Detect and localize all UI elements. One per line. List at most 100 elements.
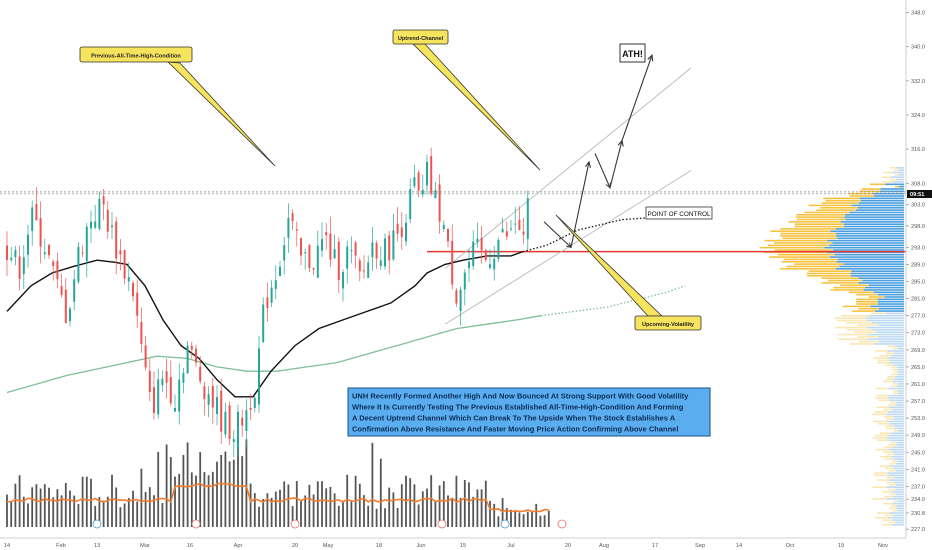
- profile-bar-up: [890, 455, 904, 458]
- volume-bar: [195, 475, 197, 527]
- volume-bar: [518, 512, 521, 527]
- profile-bar-down: [856, 300, 878, 303]
- candle-body: [27, 234, 29, 255]
- profile-bar-down: [886, 352, 895, 355]
- profile-bar-down: [794, 263, 844, 265]
- time-tick-label: 20: [292, 543, 298, 549]
- profile-bar-up: [887, 516, 904, 519]
- annotations-overlay: [543, 54, 654, 249]
- event-marker[interactable]: [92, 519, 102, 529]
- callout-uptrend[interactable]: Uptrend-Channel: [392, 29, 541, 171]
- volume-bar: [211, 471, 214, 527]
- callout-volatility[interactable]: Upcoming-Volatility: [555, 214, 702, 331]
- profile-bar-up: [887, 411, 904, 413]
- candle-body: [211, 385, 214, 408]
- time-tick-label: Jun: [416, 543, 425, 549]
- candle-body: [354, 242, 357, 256]
- price-tick-label: 253.0: [911, 416, 925, 422]
- volume-bar: [165, 444, 168, 527]
- profile-bar-up: [865, 286, 904, 289]
- candle-body: [518, 219, 521, 231]
- callout-prev-ath[interactable]: Previous-All-Time-High-Condition: [79, 46, 276, 167]
- candle-body: [358, 260, 361, 272]
- profile-bar-down: [893, 390, 899, 392]
- profile-bar-up: [874, 343, 904, 345]
- volume-bar: [90, 478, 92, 527]
- volume-bar: [312, 494, 315, 527]
- profile-bar-down: [883, 451, 893, 453]
- candle-body: [73, 279, 76, 302]
- candle-body: [367, 262, 370, 278]
- candle-body: [274, 280, 277, 289]
- profile-bar-down: [890, 167, 897, 169]
- volume-bar: [266, 493, 269, 527]
- volume-bar: [182, 454, 185, 527]
- event-marker[interactable]: [290, 519, 300, 529]
- event-marker[interactable]: [500, 519, 510, 529]
- profile-bar-down: [872, 413, 887, 416]
- profile-bar-up: [888, 406, 904, 409]
- profile-bar-down: [781, 260, 837, 263]
- arrow-head-mid: [605, 182, 611, 189]
- price-axis[interactable]: 227.0 230.8 234.0 237.0 241.0 245.0 249.0 253.0…: [905, 0, 932, 550]
- candle-body: [161, 378, 164, 386]
- volume-bar: [388, 487, 391, 527]
- profile-bar-up: [827, 239, 904, 242]
- time-tick-label: Jul: [507, 543, 514, 549]
- ath-box[interactable]: ATH!: [619, 43, 646, 63]
- candle-body: [279, 266, 281, 277]
- indicator-lines: [0, 67, 906, 398]
- profile-bar-down: [777, 253, 835, 256]
- volume-bar: [287, 484, 290, 527]
- profile-bar-down: [869, 183, 886, 186]
- time-tick-label: 17: [652, 543, 658, 549]
- candle-body: [22, 257, 25, 275]
- profile-bar-up: [891, 491, 904, 493]
- candle-body: [203, 386, 206, 400]
- event-marker[interactable]: [437, 519, 447, 529]
- volume-bar: [216, 461, 218, 527]
- volume-bar: [132, 490, 134, 527]
- volume-bar: [10, 501, 13, 527]
- candle-body: [14, 250, 17, 258]
- price-tick-label: 273.0: [911, 331, 925, 337]
- profile-bar-up: [896, 441, 904, 444]
- profile-bar-up: [886, 486, 904, 488]
- volume-bar: [241, 456, 244, 527]
- candle-body: [140, 321, 143, 345]
- profile-bar-up: [836, 228, 904, 230]
- volume-bar: [81, 476, 84, 527]
- time-axis[interactable]: 14 Feb 13 Mar 16 Apr 20 May 18 Jun 15 Jul 20 Aug 17 Sep…: [0, 519, 932, 550]
- event-marker[interactable]: [557, 519, 567, 529]
- current-price-label: 09:51: [910, 192, 924, 198]
- profile-bar-down: [827, 279, 863, 282]
- projection-arrow: [621, 55, 653, 141]
- profile-bar-up: [886, 498, 904, 500]
- time-tick-label: 15: [460, 543, 466, 549]
- profile-bar-down: [808, 204, 852, 207]
- profile-bar-down: [872, 437, 887, 439]
- candle-body: [430, 156, 433, 194]
- profile-bar-up: [889, 479, 904, 481]
- candle-body: [396, 223, 399, 234]
- candle-body: [363, 270, 365, 272]
- profile-bar-down: [875, 448, 889, 451]
- profile-bar-up: [894, 427, 904, 430]
- volume-bar: [493, 503, 496, 527]
- profile-bar-up: [877, 293, 904, 296]
- volume-bar: [367, 505, 370, 527]
- profile-bar-up: [895, 404, 904, 406]
- volume-bar: [291, 506, 294, 527]
- profile-bar-up: [844, 216, 904, 218]
- volume-bar: [505, 508, 508, 527]
- candle-body: [489, 264, 491, 268]
- description-note[interactable]: UNH Recently Formed Another High And Now…: [347, 387, 711, 437]
- uptrend-label: Uptrend-Channel: [398, 36, 444, 42]
- profile-bar-down: [782, 237, 838, 240]
- profile-bar-up: [887, 472, 904, 474]
- profile-bar-down: [877, 422, 890, 425]
- profile-bar-down: [879, 354, 891, 357]
- event-marker[interactable]: [191, 519, 201, 529]
- volume-bar: [6, 494, 8, 527]
- poc-box[interactable]: POINT OF CONTROL: [645, 206, 713, 220]
